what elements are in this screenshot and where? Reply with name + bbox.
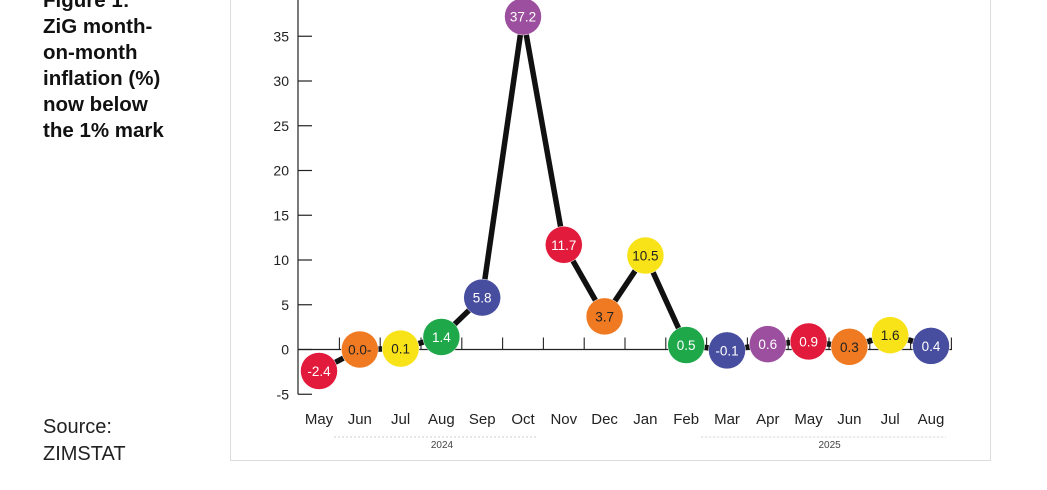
- data-label: 0.9: [799, 334, 818, 349]
- data-point: [871, 316, 909, 354]
- x-tick-label: Nov: [550, 411, 577, 428]
- x-tick-label: Dec: [591, 411, 618, 428]
- data-label: 1.4: [432, 330, 451, 345]
- data-point: [422, 318, 461, 356]
- data-label: -2.4: [307, 364, 331, 379]
- figure-title-line: ZiG month-: [43, 15, 153, 38]
- data-point: [585, 297, 624, 336]
- data-point: [830, 328, 869, 366]
- y-tick-label: -5: [277, 386, 290, 402]
- x-tick-label: Jan: [633, 411, 657, 428]
- y-tick-label: 20: [273, 163, 289, 179]
- data-point: [463, 278, 501, 317]
- figure-title-line: Figure 1:: [43, 0, 130, 12]
- data-label: 0.5: [677, 338, 696, 353]
- figure-title-line: now below: [43, 93, 148, 116]
- year-group-label: 2024: [431, 440, 454, 451]
- data-point: [545, 226, 583, 264]
- data-point: [708, 331, 746, 370]
- source-label: Source:: [43, 416, 112, 438]
- data-label: 5.8: [473, 291, 492, 306]
- x-tick-label: May: [305, 411, 334, 428]
- data-point: [626, 236, 665, 275]
- x-tick-label: Mar: [714, 411, 740, 428]
- y-tick-label: 25: [273, 118, 289, 134]
- y-tick-label: 5: [281, 297, 289, 313]
- data-label: 0.3: [840, 340, 859, 355]
- figure-title-line: on-month: [43, 41, 138, 64]
- data-label: 0.1: [391, 342, 410, 357]
- y-tick-label: 10: [273, 252, 289, 268]
- x-tick-label: Jun: [837, 411, 861, 428]
- data-point: [789, 322, 828, 361]
- source-note: Source: ZIMSTAT: [43, 414, 126, 468]
- x-tick-label: Jul: [881, 411, 900, 428]
- x-tick-label: May: [794, 411, 823, 428]
- source-value: ZIMSTAT: [43, 443, 126, 465]
- x-tick-label: Jul: [391, 411, 410, 428]
- y-tick-label: 15: [273, 207, 289, 223]
- data-label: 0.6: [758, 337, 777, 352]
- data-point: [300, 352, 338, 390]
- x-tick-label: Aug: [428, 411, 455, 428]
- data-point: [381, 329, 420, 368]
- data-label: 1.6: [881, 328, 900, 343]
- data-label: 0.4: [922, 339, 941, 354]
- data-point: [504, 0, 542, 36]
- data-label: 11.7: [551, 238, 576, 253]
- x-tick-label: Feb: [673, 411, 699, 428]
- y-tick-label: 35: [273, 28, 289, 44]
- data-point: [912, 327, 950, 365]
- data-point: [749, 325, 787, 363]
- y-tick-label: 0: [281, 342, 289, 358]
- data-label: 0.0-: [348, 343, 371, 358]
- series-line: [316, 16, 934, 374]
- x-tick-label: Aug: [918, 411, 945, 428]
- year-group-label: 2025: [818, 440, 841, 451]
- y-tick-label: 30: [273, 73, 289, 89]
- x-tick-label: Jun: [348, 411, 372, 428]
- data-label: 3.7: [595, 309, 614, 324]
- data-point: [667, 326, 705, 364]
- x-tick-label: Apr: [756, 411, 779, 428]
- x-tick-label: Sep: [469, 411, 496, 428]
- data-point: [341, 330, 379, 369]
- data-label: 10.5: [632, 249, 658, 264]
- x-tick-label: Oct: [511, 411, 535, 428]
- figure-title: Figure 1: ZiG month- on-month inflation …: [43, 0, 218, 144]
- data-label: 37.2: [510, 10, 536, 25]
- chart-frame: [230, 0, 991, 461]
- figure-title-line: the 1% mark: [43, 119, 164, 142]
- data-label: -0.1: [715, 343, 738, 358]
- figure-title-line: inflation (%): [43, 67, 161, 90]
